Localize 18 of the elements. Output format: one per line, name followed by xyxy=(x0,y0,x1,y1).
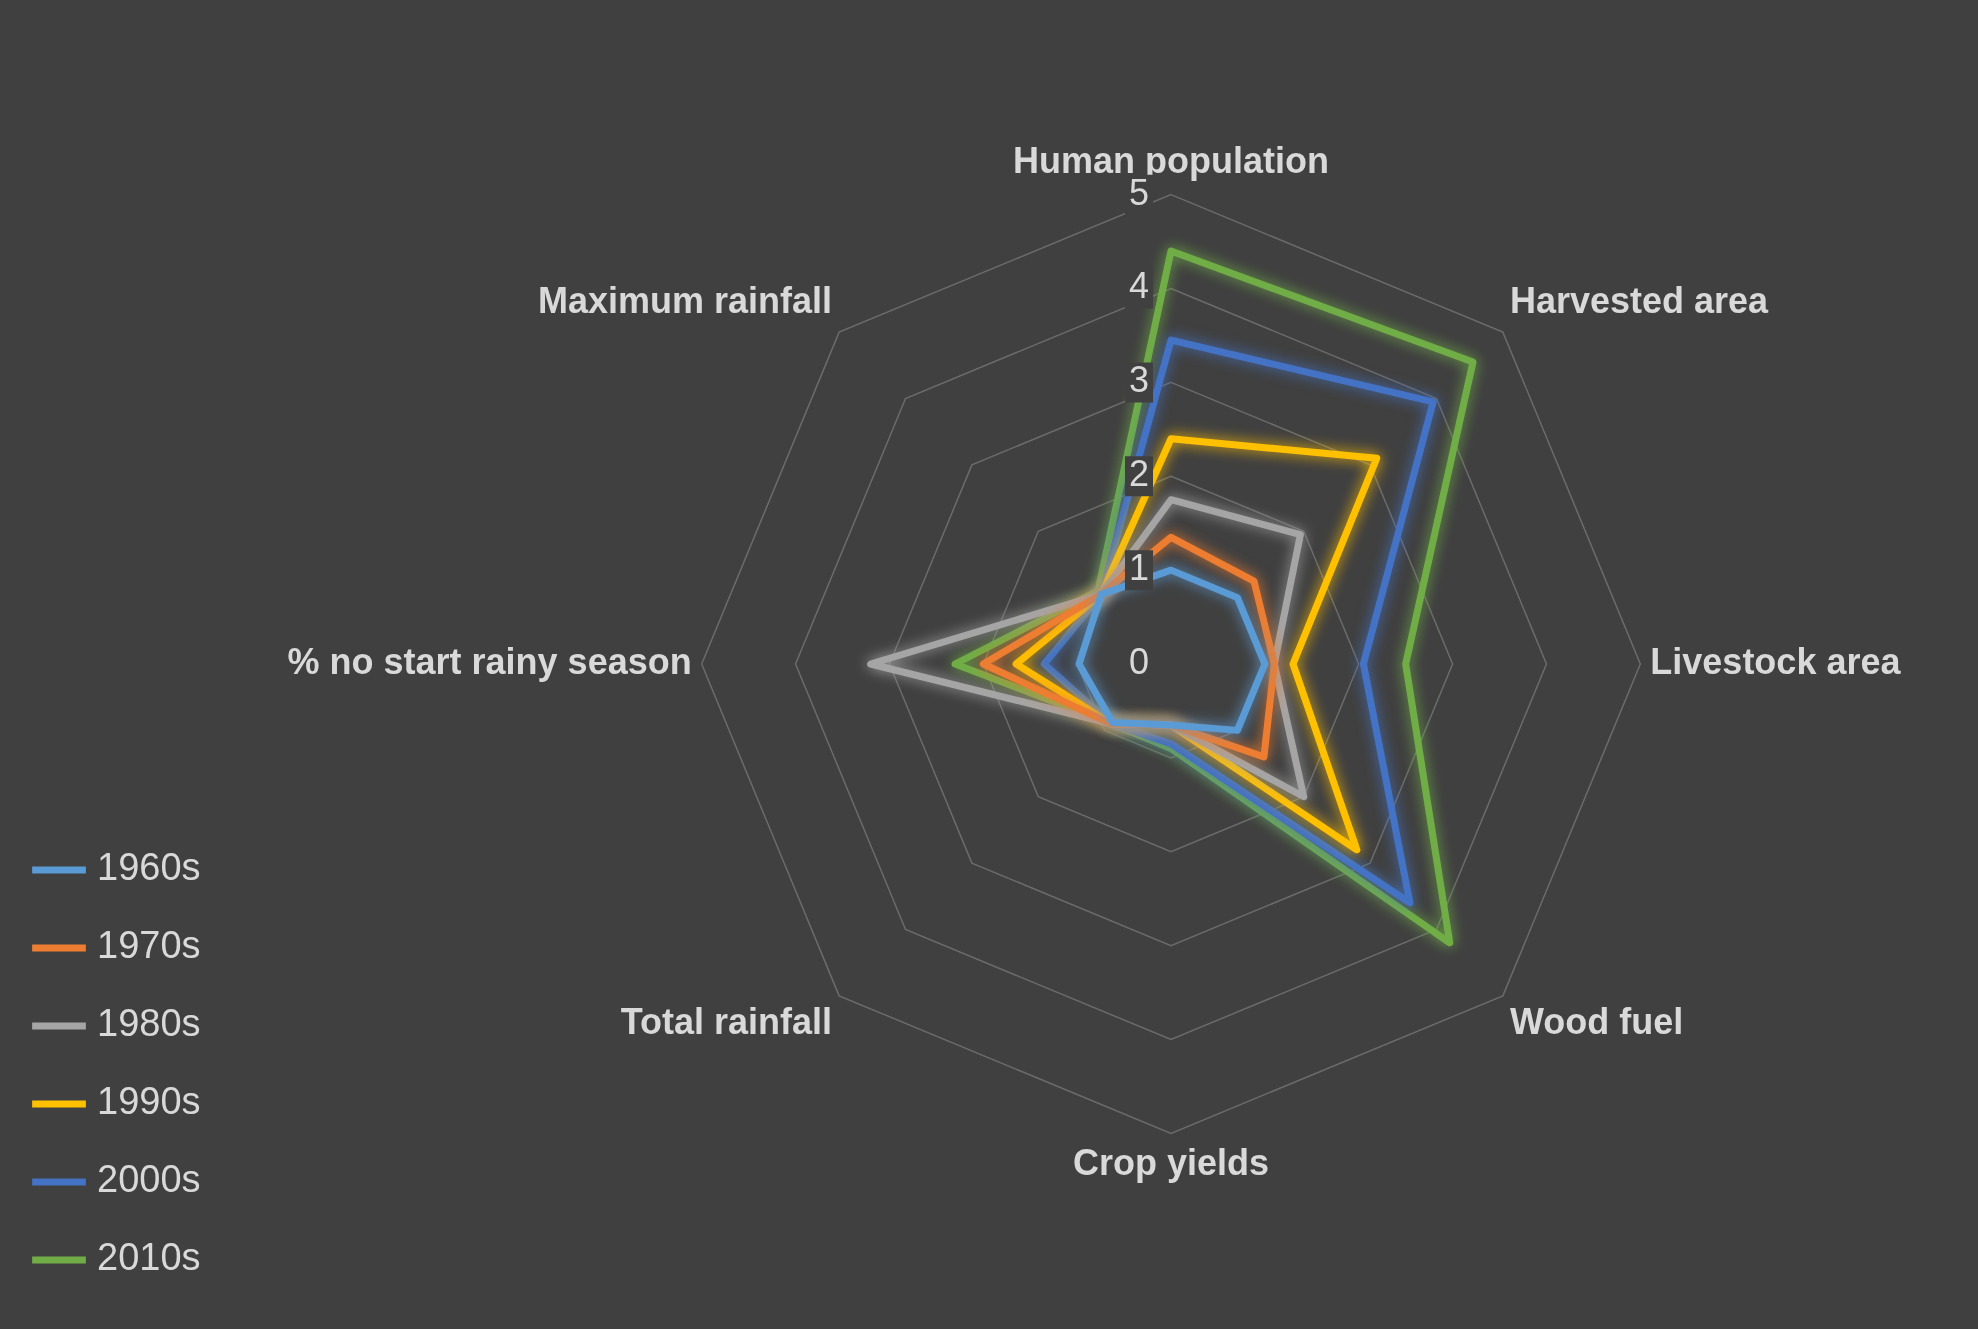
legend-label: 1990s xyxy=(97,1080,201,1123)
spoke-label: Wood fuel xyxy=(1509,1001,1684,1043)
y-tick-label: 4 xyxy=(1128,265,1150,307)
legend-label: 1960s xyxy=(97,846,201,889)
legend-label: 1980s xyxy=(97,1002,201,1045)
spoke-label: Crop yields xyxy=(1072,1141,1270,1183)
spoke-label: Maximum rainfall xyxy=(537,280,833,322)
legend-label: 1970s xyxy=(97,924,201,967)
legend-label: 2000s xyxy=(97,1158,201,1201)
y-tick-label: 2 xyxy=(1128,453,1150,495)
y-tick-label: 0 xyxy=(1128,640,1150,682)
spoke-label: Livestock area xyxy=(1650,640,1902,682)
spoke-label: Harvested area xyxy=(1509,280,1770,322)
spoke-label: Total rainfall xyxy=(620,1001,833,1043)
y-tick-label: 3 xyxy=(1128,359,1150,401)
y-tick-label: 1 xyxy=(1128,547,1150,589)
spoke-label: % no start rainy season xyxy=(287,640,692,682)
legend-label: 2010s xyxy=(97,1236,201,1279)
